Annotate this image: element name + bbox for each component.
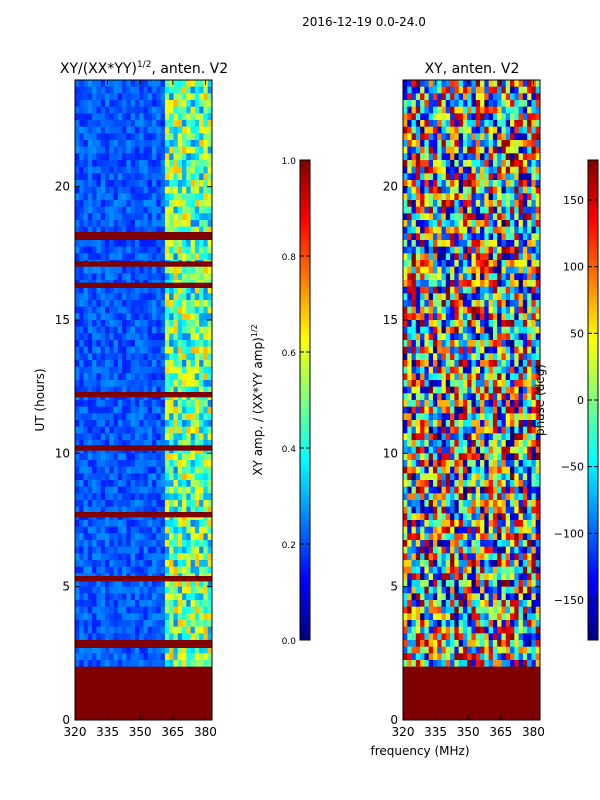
heatmap-amplitude bbox=[75, 80, 213, 721]
svg-text:5: 5 bbox=[62, 580, 70, 594]
svg-text:0.6: 0.6 bbox=[282, 349, 297, 359]
figure-suptitle: 2016-12-19 0.0-24.0 bbox=[302, 15, 426, 29]
colorbar-phase-label: phase (deg) bbox=[533, 364, 547, 436]
svg-text:1.0: 1.0 bbox=[282, 157, 297, 167]
colorbar-amplitude-label: XY amp. / (XX*YY amp)1/2 bbox=[250, 324, 265, 475]
colorbar-amplitude-label-main: XY amp. / (XX*YY amp) bbox=[251, 337, 265, 475]
panel-amplitude-title-rest: , anten. V2 bbox=[151, 61, 228, 77]
colorbar-amplitude: 0.0 0.2 0.4 0.6 0.8 1.0 XY amp. / (XX*YY amp)… bbox=[250, 157, 311, 647]
svg-text:365: 365 bbox=[161, 725, 184, 739]
colorbar-amplitude-label-exp: 1/2 bbox=[250, 324, 259, 337]
panel-phase-title: XY, anten. V2 bbox=[425, 61, 520, 77]
xlabel-frequency: frequency (MHz) bbox=[370, 744, 469, 758]
panel-amplitude-title: XY/(XX*YY)1/2, anten. V2 bbox=[60, 60, 228, 77]
panel-amplitude-title-exp: 1/2 bbox=[137, 60, 151, 70]
ylabel-amplitude: UT (hours) bbox=[33, 368, 47, 431]
svg-text:15: 15 bbox=[55, 313, 70, 327]
panel-amplitude: XY/(XX*YY)1/2, anten. V2 320 335 350 365 380… bbox=[33, 60, 228, 739]
svg-text:0.0: 0.0 bbox=[282, 637, 297, 647]
panel-amplitude-title-main: XY/(XX*YY) bbox=[60, 61, 137, 77]
svg-text:0: 0 bbox=[62, 713, 70, 727]
svg-text:20: 20 bbox=[55, 180, 70, 194]
svg-text:0.2: 0.2 bbox=[282, 541, 296, 551]
heatmap-phase bbox=[403, 80, 541, 721]
colorbar-amplitude-scale bbox=[299, 159, 311, 641]
svg-text:335: 335 bbox=[96, 725, 119, 739]
axes-ticks-amplitude: 320 335 350 365 380 0 5 10 15 20 bbox=[55, 80, 217, 739]
axes-frame-phase bbox=[402, 79, 541, 721]
svg-text:320: 320 bbox=[64, 725, 87, 739]
axes-frame-amplitude bbox=[74, 79, 213, 721]
svg-text:0.4: 0.4 bbox=[282, 445, 297, 455]
svg-text:10: 10 bbox=[55, 446, 70, 460]
svg-text:0.8: 0.8 bbox=[282, 253, 297, 263]
colorbar-amplitude-ticks: 0.0 0.2 0.4 0.6 0.8 1.0 bbox=[282, 157, 310, 647]
svg-text:380: 380 bbox=[194, 725, 217, 739]
svg-text:350: 350 bbox=[129, 725, 152, 739]
